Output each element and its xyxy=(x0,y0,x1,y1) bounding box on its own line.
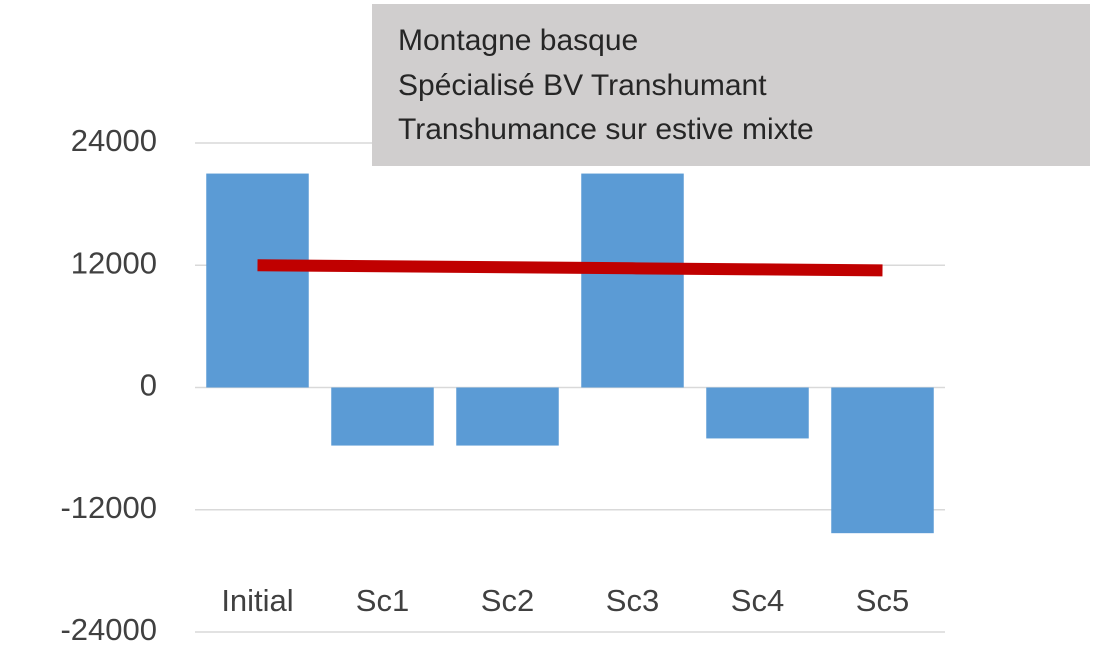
y-tick-label: 24000 xyxy=(71,123,157,158)
bar xyxy=(581,173,684,388)
x-tick-label: Sc3 xyxy=(606,583,659,618)
bar xyxy=(831,387,934,534)
annotation-line: Transhumance sur estive mixte xyxy=(398,113,814,146)
x-tick-label: Sc4 xyxy=(731,583,784,618)
x-tick-label: Initial xyxy=(221,583,293,618)
x-tick-label: Sc2 xyxy=(481,583,534,618)
y-tick-label: -24000 xyxy=(60,612,157,647)
line xyxy=(257,259,883,277)
annotation-line: Spécialisé BV Transhumant xyxy=(398,69,767,102)
x-tick-label: Sc5 xyxy=(856,583,909,618)
annotation-box xyxy=(372,4,1090,166)
x-tick-label: Sc1 xyxy=(356,583,409,618)
annotation-line: Montagne basque xyxy=(398,24,638,57)
bar xyxy=(206,173,309,388)
y-tick-label: 0 xyxy=(140,368,157,403)
bar xyxy=(331,387,434,446)
y-tick-label: 12000 xyxy=(71,245,157,280)
bar xyxy=(706,387,809,439)
bar xyxy=(456,387,559,446)
y-tick-label: -12000 xyxy=(60,490,157,525)
